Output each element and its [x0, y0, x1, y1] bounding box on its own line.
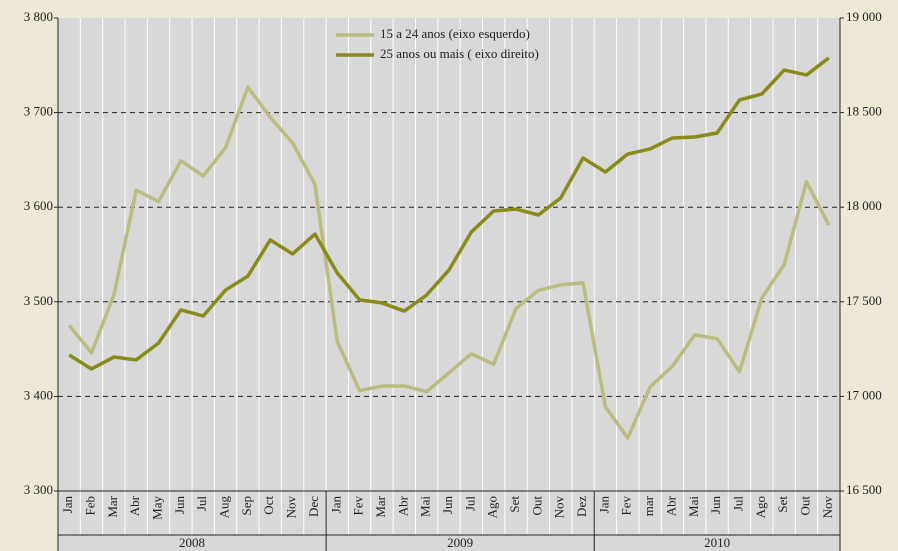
y2-tick-label: 17 000 — [846, 387, 882, 402]
x-tick-label: Mar — [105, 495, 120, 517]
x-tick-label: Out — [797, 496, 812, 516]
x-tick-label: Fev — [619, 496, 634, 516]
x-group-label: 2008 — [179, 535, 205, 550]
x-tick-label: Nov — [284, 496, 299, 519]
x-group-label: 2009 — [447, 535, 473, 550]
x-tick-label: Jul — [462, 496, 477, 512]
x-tick-label: Feb — [82, 496, 97, 516]
x-tick-label: Nov — [552, 496, 567, 519]
x-tick-label: Oct — [261, 496, 276, 515]
x-tick-label: Mai — [686, 496, 701, 517]
x-tick-label: Ago — [485, 496, 500, 518]
y-tick-label: 3 500 — [24, 293, 53, 308]
x-tick-label: Abr — [127, 495, 142, 516]
y2-tick-label: 19 000 — [846, 9, 882, 24]
y2-tick-label: 16 500 — [846, 482, 882, 497]
x-tick-label: Jan — [596, 496, 611, 514]
x-tick-label: Abr — [395, 495, 410, 516]
x-tick-label: Set — [775, 496, 790, 513]
x-tick-label: Fev — [351, 496, 366, 516]
x-group-label: 2010 — [704, 535, 730, 550]
legend-label: 25 anos ou mais ( eixo direito) — [380, 46, 539, 61]
y-tick-label: 3 400 — [24, 387, 53, 402]
plot-area — [58, 18, 840, 551]
x-tick-label: Jan — [328, 496, 343, 514]
x-tick-label: Set — [507, 496, 522, 513]
x-tick-label: Jul — [730, 496, 745, 512]
y-tick-label: 3 800 — [24, 9, 53, 24]
y2-tick-label: 18 500 — [846, 104, 882, 119]
series-line — [68, 56, 830, 371]
x-tick-label: Mai — [418, 496, 433, 517]
x-tick-label: Dez — [574, 496, 589, 517]
series-line — [67, 85, 831, 440]
x-tick-label: mar — [641, 495, 656, 516]
x-tick-label: Jan — [60, 496, 75, 514]
x-tick-label: Jun — [708, 496, 723, 515]
x-tick-label: Abr — [663, 495, 678, 516]
x-tick-label: Mar — [373, 495, 388, 517]
x-tick-label: Sep — [239, 496, 254, 516]
x-tick-label: Jun — [172, 496, 187, 515]
x-tick-label: Ago — [753, 496, 768, 518]
legend-label: 15 a 24 anos (eixo esquerdo) — [380, 26, 530, 41]
y2-tick-label: 17 500 — [846, 293, 882, 308]
y-tick-label: 3 700 — [24, 104, 53, 119]
x-tick-label: Out — [529, 496, 544, 516]
x-tick-label: Jun — [440, 496, 455, 515]
y2-tick-label: 18 000 — [846, 198, 882, 213]
x-tick-label: Jul — [194, 496, 209, 512]
x-tick-label: Dec — [306, 496, 321, 517]
x-tick-label: May — [150, 496, 165, 520]
y-tick-label: 3 300 — [24, 482, 53, 497]
x-tick-label: Nov — [820, 496, 835, 519]
y-tick-label: 3 600 — [24, 198, 53, 213]
x-tick-label: Aug — [217, 496, 232, 519]
